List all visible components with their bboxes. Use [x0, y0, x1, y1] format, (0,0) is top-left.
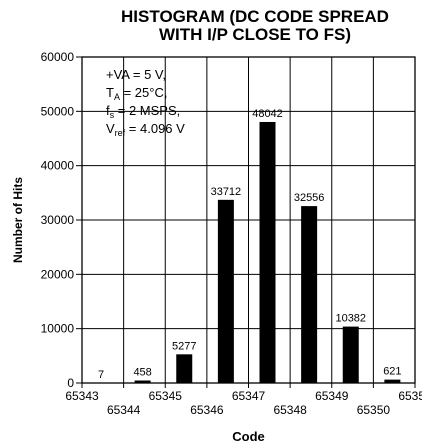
y-axis-ticks: 0 10000 20000 30000 40000 50000 60000 — [41, 50, 82, 390]
x-tick-label: 65347 — [232, 389, 266, 403]
bar-value-label: 10382 — [335, 313, 366, 325]
annotation-line: fs = 2 MSPS, — [106, 103, 180, 120]
histogram-bar — [217, 199, 234, 383]
x-tick-label: 65343 — [65, 389, 99, 403]
bar-value-label: 5277 — [172, 340, 196, 352]
chart-title: HISTOGRAM (DC CODE SPREAD WITH I/P CLOSE… — [95, 8, 415, 44]
histogram-bar — [342, 326, 359, 383]
annotation-line: TA = 25°C, — [106, 85, 167, 102]
y-tick-label: 40000 — [41, 159, 75, 173]
x-tick-label: 65351 — [398, 389, 422, 403]
y-tick-label: 20000 — [41, 267, 75, 281]
histogram-bar — [176, 354, 193, 383]
annotation-line: Vref = 4.096 V — [106, 121, 185, 138]
x-tick-label: 65348 — [273, 403, 307, 417]
x-tick-label: 65350 — [357, 403, 391, 417]
bar-value-label: 48042 — [252, 108, 283, 120]
x-tick-label: 65346 — [190, 403, 224, 417]
y-axis-title: Number of Hits — [11, 177, 25, 263]
x-tick-label: 65349 — [315, 389, 349, 403]
x-tick-label: 65345 — [149, 389, 183, 403]
y-tick-label: 60000 — [41, 50, 75, 64]
histogram-bar — [259, 121, 276, 383]
bars — [93, 121, 401, 383]
y-tick-label: 50000 — [41, 104, 75, 118]
x-tick-label: 65344 — [107, 403, 141, 417]
bar-value-label: 458 — [133, 367, 151, 379]
y-tick-label: 10000 — [41, 322, 75, 336]
bar-value-label: 7 — [98, 369, 104, 381]
x-axis-ticks: 65343 65344 65345 65346 65347 65348 65349 65350… — [65, 383, 422, 417]
conditions-annotation: +VA = 5 V, TA = 25°C,fs = 2 MSPS,Vref = 4… — [106, 67, 185, 138]
annotation-line: +VA = 5 V, — [106, 67, 166, 82]
histogram-bar — [384, 379, 401, 383]
y-tick-label: 30000 — [41, 213, 75, 227]
data-labels: 745852773371248042325561038262117 — [98, 108, 402, 381]
bar-value-label: 621 — [383, 366, 401, 378]
x-axis-title: Code — [232, 429, 265, 444]
bar-value-label: 32556 — [294, 192, 325, 204]
y-tick-label: 0 — [67, 376, 74, 390]
histogram-bar — [301, 206, 318, 383]
bar-value-label: 33712 — [211, 186, 242, 198]
chart-title-line-2: WITH I/P CLOSE TO FS) — [158, 25, 352, 44]
histogram-bar — [134, 380, 151, 383]
chart-title-line-1: HISTOGRAM (DC CODE SPREAD — [121, 7, 389, 26]
